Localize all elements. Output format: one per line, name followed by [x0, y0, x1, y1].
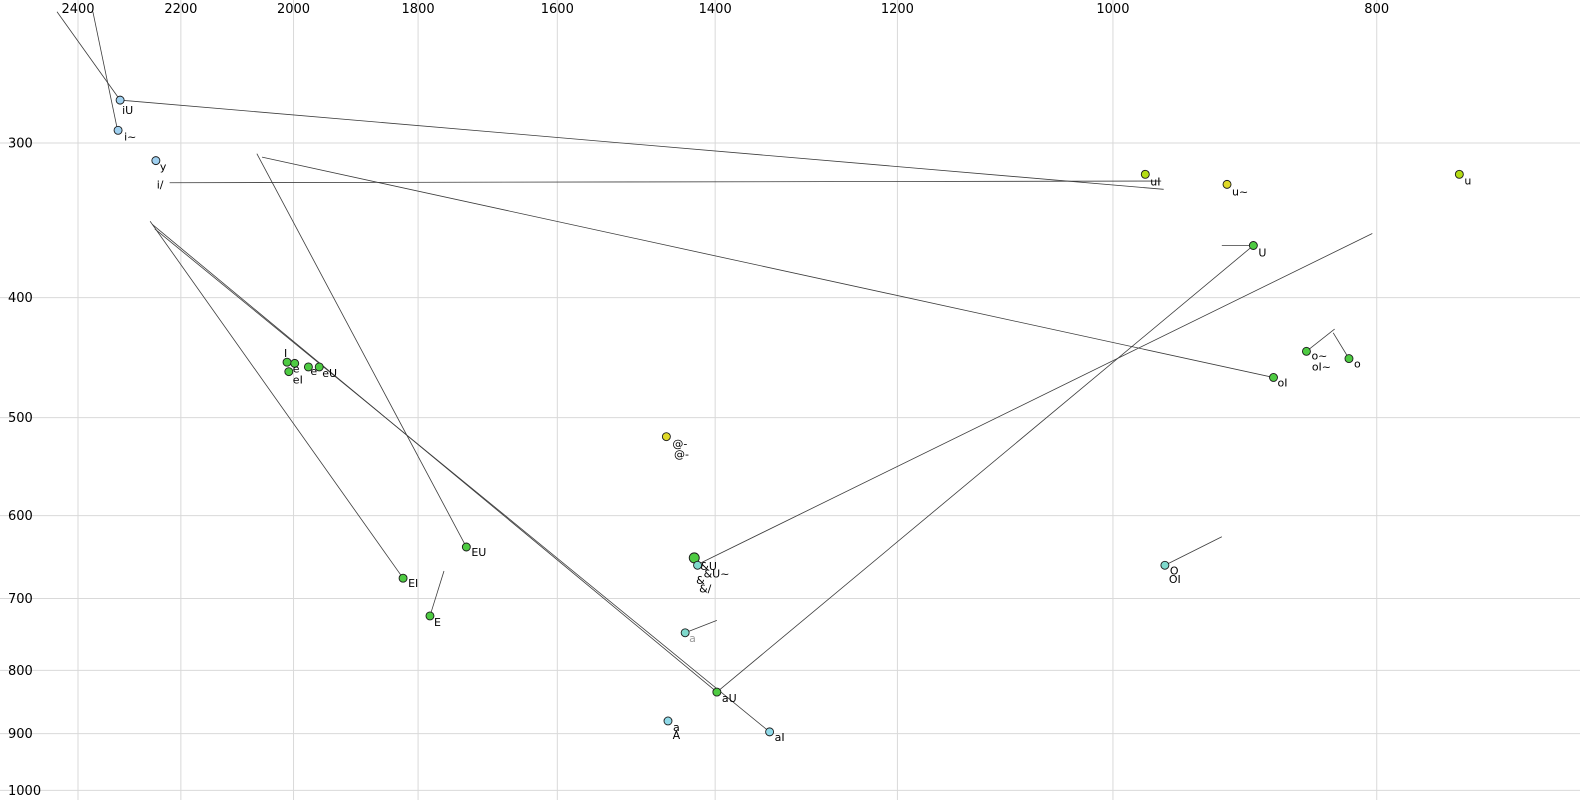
trajectory-line — [169, 180, 1162, 184]
vowel-label: E — [434, 616, 441, 629]
trajectory-line — [1306, 328, 1335, 352]
vowel-point — [425, 611, 435, 621]
y-tick-label: 1000 — [8, 784, 41, 799]
trajectory-line — [120, 99, 1164, 190]
vowel-label: &U — [700, 560, 717, 573]
vowel-point — [1454, 169, 1464, 179]
vowel-point — [115, 95, 125, 105]
vowel-label: A — [673, 729, 681, 742]
vowel-point — [398, 573, 408, 583]
vowel-label: @- — [674, 448, 689, 461]
trajectory-line — [716, 245, 1254, 693]
trajectory-line — [92, 11, 118, 131]
vowel-point — [1222, 179, 1232, 189]
vowel-point — [765, 727, 775, 737]
vowel-point — [151, 156, 161, 166]
x-tick-label: 1200 — [881, 2, 914, 17]
vowel-label: oI~ — [1312, 360, 1331, 373]
point-layer: iU i~ y i/uI u~ u U Ie eeI eU @-@- EU EI E&U&U~&&/ a aU… — [113, 95, 1471, 744]
tick-label-layer: 2400 2200 2000 1800 1600 1400 1200 1000 800 300 40… — [8, 2, 1389, 799]
trajectory-line — [56, 11, 121, 101]
vowel-label: @- — [672, 438, 687, 451]
vowel-point — [290, 358, 300, 368]
trajectory-line — [1332, 332, 1350, 359]
trajectory-line — [697, 233, 1373, 565]
trajectory-layer — [56, 11, 1373, 733]
y-tick-label: 400 — [8, 291, 33, 306]
vowel-label: EI — [408, 577, 418, 590]
vowel-label: i/ — [157, 178, 164, 191]
x-tick-label: 2000 — [277, 2, 310, 17]
vowel-point — [1301, 346, 1311, 356]
vowel-label: &U~ — [704, 567, 730, 580]
vowel-label: OI — [1169, 573, 1181, 586]
vowel-point — [314, 362, 324, 372]
vowel-label: & — [696, 574, 705, 587]
vowel-label: a — [689, 632, 696, 645]
y-tick-label: 300 — [8, 137, 33, 152]
vowel-point — [1248, 241, 1258, 250]
vowel-label: iU — [122, 104, 133, 117]
trajectory-line — [429, 570, 445, 617]
vowel-label: EU — [471, 546, 486, 559]
x-tick-label: 800 — [1364, 2, 1389, 17]
vowel-point — [303, 362, 313, 372]
vowel-label: e — [310, 365, 317, 378]
trajectory-line — [1164, 536, 1223, 566]
vowel-point — [113, 125, 123, 135]
trajectory-line — [256, 153, 467, 548]
vowel-label: I — [284, 347, 287, 360]
vowel-point — [1269, 373, 1278, 382]
x-tick-label: 1400 — [699, 2, 732, 17]
vowel-label: y — [160, 161, 167, 174]
vowel-point — [680, 628, 690, 638]
vowel-label: aU — [722, 692, 737, 705]
vowel-label: &/ — [699, 583, 712, 596]
vowel-label: o — [1354, 358, 1361, 371]
y-tick-label: 800 — [8, 664, 33, 679]
vowel-point — [663, 716, 673, 726]
x-tick-label: 1600 — [541, 2, 574, 17]
x-tick-label: 1800 — [402, 2, 435, 17]
vowel-point — [461, 542, 471, 552]
vowel-label: a — [673, 721, 680, 734]
trajectory-line — [685, 620, 718, 634]
y-tick-label: 900 — [8, 727, 33, 742]
vowel-point — [661, 432, 671, 442]
vowel-point — [1160, 560, 1170, 570]
vowel-label: i~ — [124, 130, 136, 143]
vowel-point — [693, 560, 703, 570]
trajectory-line — [149, 221, 404, 579]
vowel-label: e — [293, 362, 300, 375]
vowel-point — [712, 687, 722, 697]
vowel-point — [1140, 169, 1150, 179]
vowel-point — [1344, 354, 1354, 364]
vowel-label: o~ — [1311, 349, 1327, 362]
vowel-label: aI — [775, 731, 785, 744]
trajectory-line — [154, 228, 770, 733]
vowel-label: O — [1170, 564, 1179, 577]
trajectory-line — [261, 156, 1274, 378]
vowel-label: U — [1258, 246, 1266, 259]
x-tick-label: 2200 — [164, 2, 197, 17]
vowel-label: u~ — [1232, 185, 1248, 198]
vowel-label: eU — [322, 367, 337, 380]
x-tick-label: 2400 — [61, 2, 94, 17]
y-tick-label: 500 — [8, 411, 33, 426]
vowel-point — [284, 367, 294, 377]
x-tick-label: 1000 — [1096, 2, 1129, 17]
vowel-label: oI — [1277, 376, 1287, 389]
vowel-label: u — [1464, 174, 1471, 187]
y-tick-label: 700 — [8, 592, 33, 607]
vowel-label: eI — [293, 374, 303, 387]
vowel-label: uI — [1150, 175, 1160, 188]
y-tick-label: 600 — [8, 509, 33, 524]
